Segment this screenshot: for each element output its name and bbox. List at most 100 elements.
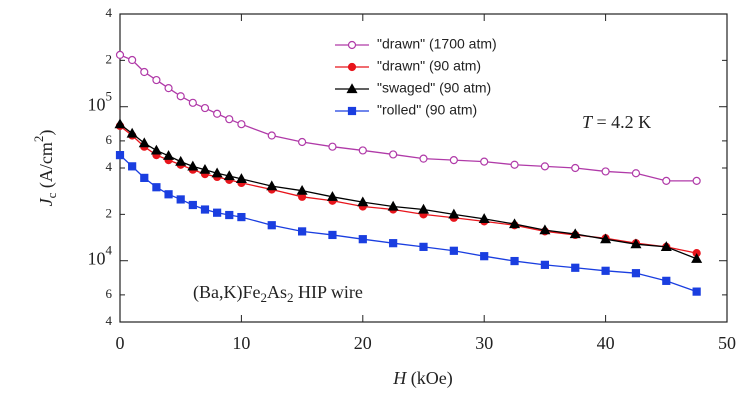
temperature-annotation: T = 4.2 K bbox=[582, 112, 651, 132]
marker bbox=[175, 155, 187, 166]
marker bbox=[389, 239, 398, 248]
y-tick-label-base: 6 bbox=[106, 132, 113, 147]
marker bbox=[631, 269, 641, 278]
marker bbox=[662, 276, 671, 285]
marker bbox=[150, 144, 162, 155]
marker bbox=[662, 176, 671, 185]
x-tick-label: 30 bbox=[475, 333, 493, 353]
legend-label: "drawn" (90 atm) bbox=[377, 58, 481, 74]
marker bbox=[347, 40, 357, 50]
marker bbox=[152, 183, 161, 192]
marker bbox=[211, 167, 223, 178]
marker bbox=[115, 151, 125, 160]
marker bbox=[358, 235, 367, 244]
marker bbox=[140, 67, 149, 77]
marker bbox=[480, 157, 489, 166]
marker bbox=[163, 150, 175, 160]
marker bbox=[509, 218, 521, 229]
marker bbox=[235, 173, 247, 183]
y-tick-label-base: 2 bbox=[106, 205, 113, 220]
marker bbox=[176, 92, 185, 101]
marker bbox=[569, 228, 581, 239]
marker bbox=[225, 210, 234, 220]
marker bbox=[326, 191, 338, 201]
marker bbox=[539, 224, 551, 235]
marker bbox=[188, 200, 197, 210]
marker bbox=[478, 213, 490, 223]
y-tick-label-base: 4 bbox=[106, 313, 113, 328]
marker bbox=[128, 55, 137, 65]
marker bbox=[692, 287, 701, 296]
x-axis-label: H (kOe) bbox=[392, 368, 452, 389]
marker bbox=[126, 127, 138, 138]
marker bbox=[387, 200, 399, 211]
marker bbox=[237, 120, 246, 129]
x-tick-label: 50 bbox=[718, 333, 736, 353]
marker bbox=[223, 170, 235, 181]
marker bbox=[419, 154, 428, 163]
marker bbox=[347, 106, 357, 116]
marker bbox=[631, 169, 641, 178]
marker bbox=[346, 83, 358, 94]
marker bbox=[115, 50, 125, 60]
marker bbox=[357, 196, 369, 207]
marker bbox=[164, 190, 173, 199]
marker bbox=[152, 75, 161, 85]
marker bbox=[267, 221, 276, 230]
y-tick-label: 6 bbox=[106, 286, 113, 301]
y-axis-label: Jc (A/cm2) bbox=[31, 130, 59, 207]
marker bbox=[140, 173, 149, 182]
marker bbox=[213, 109, 222, 118]
x-tick-label: 40 bbox=[597, 333, 615, 353]
marker bbox=[237, 212, 246, 222]
marker bbox=[691, 253, 703, 263]
legend-label: "swaged" (90 atm) bbox=[377, 80, 491, 96]
marker bbox=[630, 238, 642, 249]
marker bbox=[328, 230, 337, 240]
marker bbox=[138, 137, 150, 148]
marker bbox=[448, 208, 460, 219]
marker bbox=[187, 160, 199, 171]
marker bbox=[449, 156, 458, 165]
marker bbox=[225, 115, 234, 124]
y-tick-label-base: 4 bbox=[106, 159, 113, 174]
marker bbox=[571, 263, 580, 272]
y-tick-label: 2 bbox=[106, 205, 113, 220]
series-line bbox=[119, 125, 697, 254]
marker bbox=[267, 131, 276, 140]
legend-label: "drawn" (1700 atm) bbox=[377, 36, 497, 52]
y-tick-label-exponent: 5 bbox=[106, 89, 113, 104]
marker bbox=[571, 163, 580, 173]
marker bbox=[510, 160, 519, 169]
marker bbox=[200, 103, 210, 113]
y-tick-label-exponent: 4 bbox=[106, 243, 113, 258]
y-tick-label: 4 bbox=[106, 159, 113, 174]
marker bbox=[199, 163, 211, 174]
marker bbox=[213, 208, 222, 217]
y-tick-label: 105 bbox=[88, 89, 113, 115]
x-tick-label: 0 bbox=[116, 333, 125, 353]
marker bbox=[601, 167, 610, 176]
marker bbox=[540, 260, 550, 269]
marker bbox=[692, 176, 701, 185]
marker bbox=[328, 142, 337, 151]
x-tick-label: 10 bbox=[232, 333, 250, 353]
y-tick-label: 6 bbox=[106, 132, 113, 147]
y-tick-label: 4 bbox=[106, 5, 113, 20]
marker bbox=[510, 256, 519, 266]
marker bbox=[358, 146, 367, 155]
marker bbox=[296, 184, 308, 195]
legend-label: "rolled" (90 atm) bbox=[377, 102, 477, 118]
marker bbox=[389, 150, 398, 159]
marker bbox=[419, 242, 428, 251]
y-tick-label-base: 10 bbox=[88, 249, 106, 269]
marker bbox=[188, 98, 197, 107]
marker bbox=[600, 233, 612, 244]
y-tick-label: 104 bbox=[88, 243, 113, 269]
marker bbox=[601, 266, 610, 275]
y-tick-label: 2 bbox=[106, 51, 113, 66]
material-annotation: (Ba,K)Fe2As2 HIP wire bbox=[193, 282, 363, 305]
marker bbox=[114, 118, 126, 129]
marker bbox=[660, 241, 672, 251]
